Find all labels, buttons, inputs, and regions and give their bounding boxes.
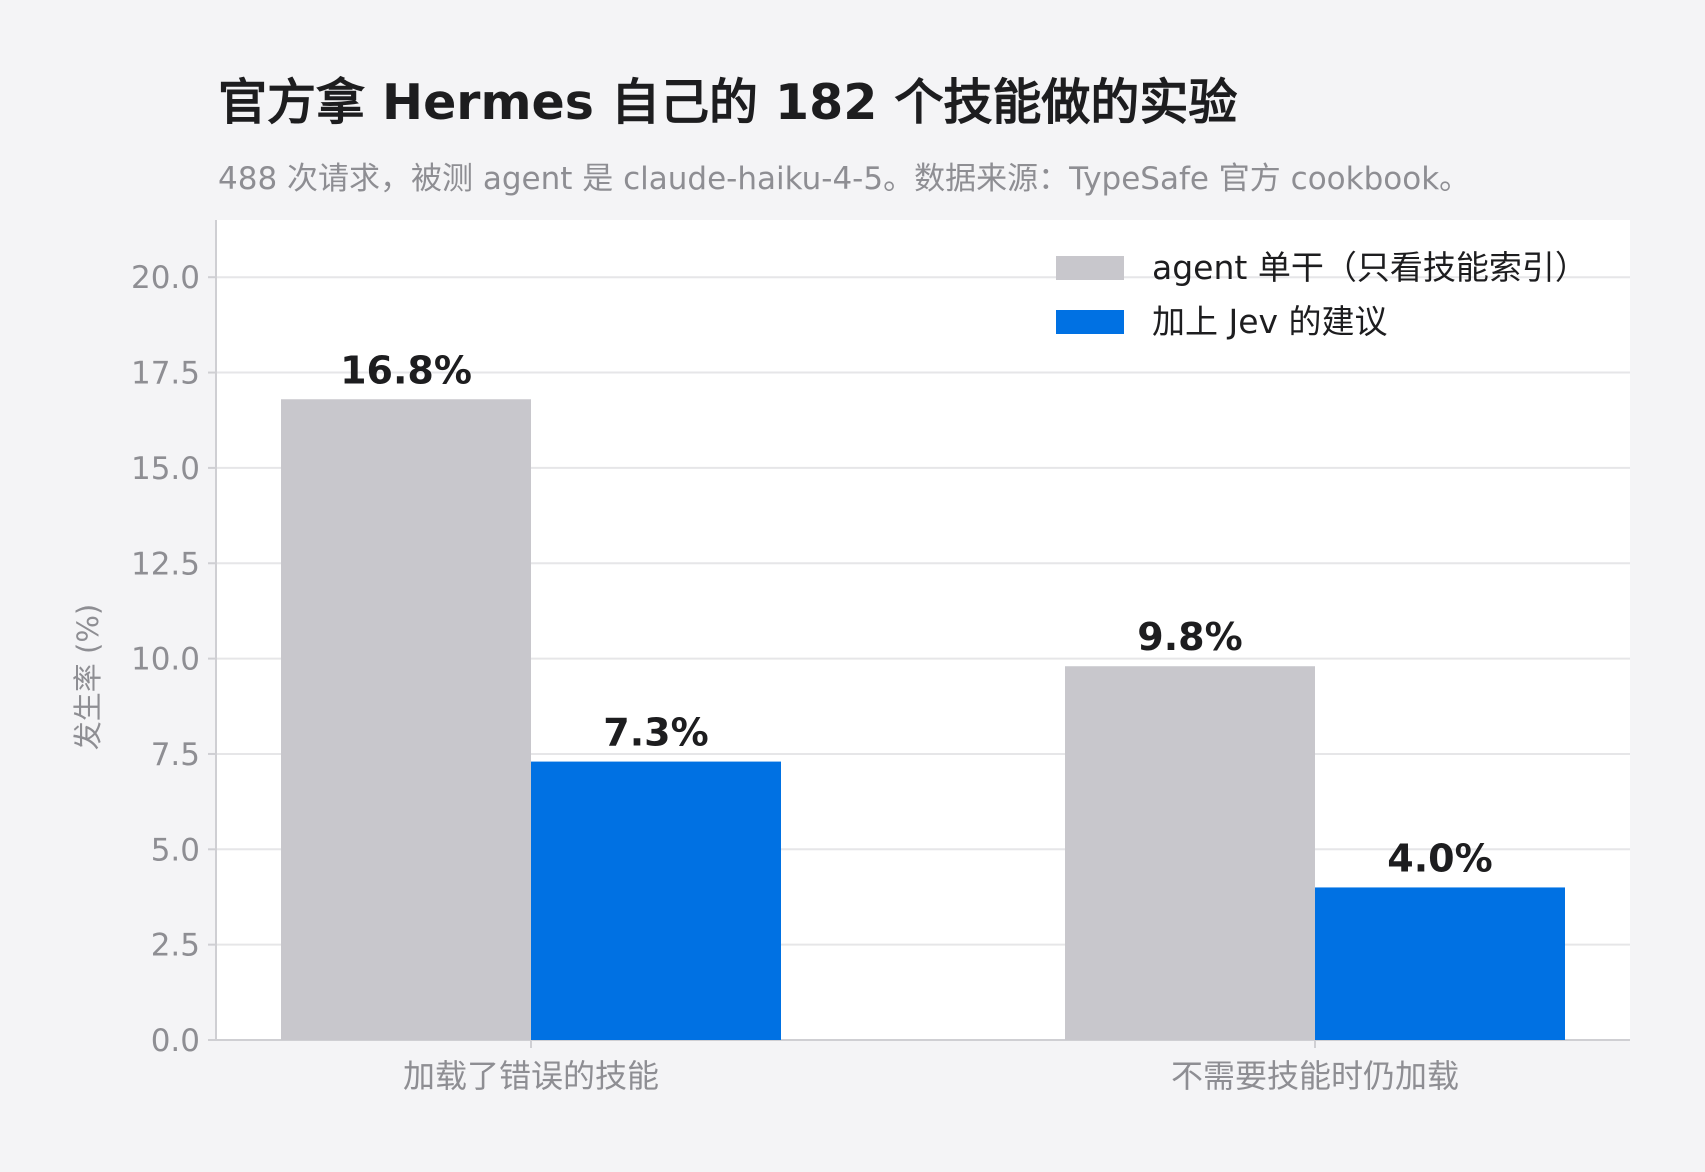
bar xyxy=(531,761,781,1040)
bar xyxy=(281,399,531,1040)
legend-label: 加上 Jev 的建议 xyxy=(1152,302,1388,341)
y-tick-label: 20.0 xyxy=(131,260,200,296)
x-tick-label: 加载了错误的技能 xyxy=(403,1057,659,1095)
bar-value-label: 7.3% xyxy=(603,711,708,755)
x-tick-labels: 加载了错误的技能 不需要技能时仍加载 xyxy=(403,1057,1459,1095)
bar xyxy=(1065,666,1315,1040)
bar xyxy=(1315,887,1565,1040)
y-tick-label: 17.5 xyxy=(131,356,200,392)
bar-value-labels: 16.8% 9.8% 7.3% 4.0% xyxy=(340,348,1493,880)
x-tick-label: 不需要技能时仍加载 xyxy=(1171,1057,1459,1095)
chart-title: 官方拿 Hermes 自己的 182 个技能做的实验 xyxy=(218,74,1237,131)
y-axis-label: 发生率 (%) xyxy=(71,604,105,750)
chart-subtitle: 488 次请求，被测 agent 是 claude-haiku-4-5。数据来源… xyxy=(218,161,1470,197)
legend: agent 单干（只看技能索引） 加上 Jev 的建议 xyxy=(1056,248,1588,341)
y-tick-label: 10.0 xyxy=(131,642,200,678)
y-tick-label: 15.0 xyxy=(131,451,200,487)
legend-swatch xyxy=(1056,310,1124,334)
legend-label: agent 单干（只看技能索引） xyxy=(1152,248,1588,287)
legend-swatch xyxy=(1056,256,1124,280)
y-tick-label: 12.5 xyxy=(131,546,200,582)
bars xyxy=(281,399,1565,1040)
bar-value-label: 4.0% xyxy=(1387,836,1492,880)
y-tick-label: 7.5 xyxy=(151,737,200,773)
y-tick-labels: 0.0 2.5 5.0 7.5 10.0 12.5 15.0 17.5 20.0 xyxy=(131,260,200,1059)
bar-value-label: 9.8% xyxy=(1137,615,1242,659)
y-tick-label: 5.0 xyxy=(151,832,200,868)
y-tick-label: 0.0 xyxy=(151,1023,200,1059)
y-tick-label: 2.5 xyxy=(151,928,200,964)
bar-value-label: 16.8% xyxy=(340,348,472,392)
